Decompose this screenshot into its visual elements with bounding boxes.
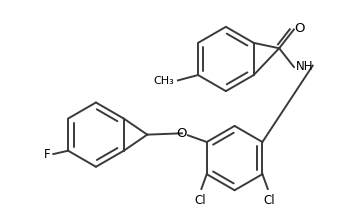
Text: F: F: [44, 147, 51, 161]
Text: O: O: [295, 22, 305, 35]
Text: O: O: [177, 127, 187, 140]
Text: CH₃: CH₃: [154, 76, 174, 86]
Text: NH: NH: [296, 61, 313, 73]
Text: Cl: Cl: [194, 194, 206, 207]
Text: Cl: Cl: [263, 194, 275, 207]
